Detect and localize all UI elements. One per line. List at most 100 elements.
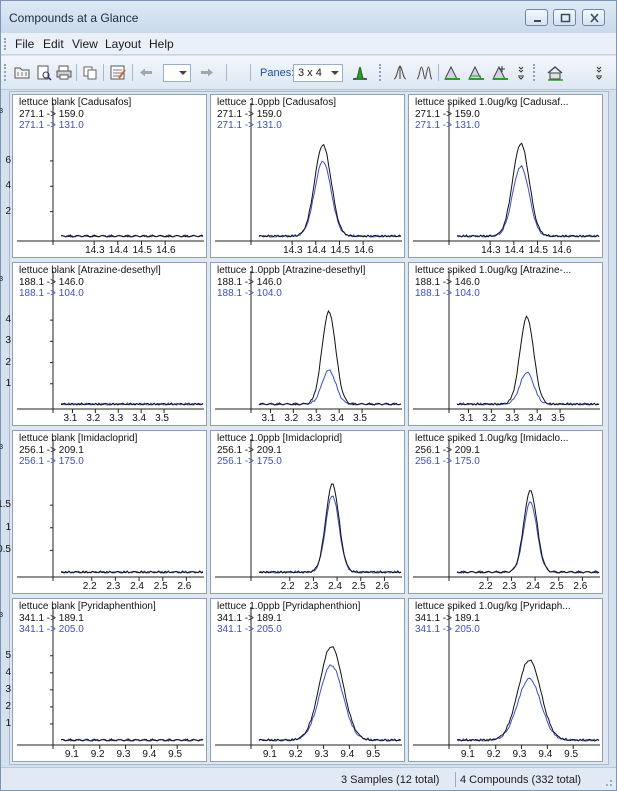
print-icon[interactable] <box>55 64 73 81</box>
back-arrow-icon[interactable] <box>137 64 155 81</box>
x-tick-label: 14.4 <box>306 245 327 256</box>
y-tick-label: 4 <box>5 180 11 192</box>
close-button[interactable] <box>582 9 605 26</box>
qualifier-transition: 271.1 -> 131.0 <box>19 120 84 131</box>
chromatogram-pane[interactable]: lettuce spiked 1.0ug/kg [Atrazine-... 188… <box>408 262 603 426</box>
quantifier-trace <box>61 234 204 238</box>
properties-icon[interactable] <box>109 64 127 81</box>
chromatogram-pane[interactable]: lettuce spiked 1.0ug/kg [Pyridaph... 341.… <box>408 598 603 762</box>
quantifier-transition: 341.1 -> 189.1 <box>19 613 84 624</box>
menu-grip[interactable] <box>4 38 6 50</box>
peak-icon[interactable] <box>351 64 369 81</box>
quantifier-trace <box>457 142 600 238</box>
x-tick-label: 3.2 <box>482 413 497 424</box>
resize-grip-icon[interactable] <box>603 777 613 787</box>
qualifier-trace <box>456 677 600 742</box>
peak-outline-icon[interactable] <box>415 64 433 81</box>
navigation-dropdown[interactable] <box>163 64 191 82</box>
menu-edit[interactable]: Edit <box>43 37 64 51</box>
copy-icon[interactable] <box>81 64 99 81</box>
maximize-button[interactable] <box>553 9 576 26</box>
x-tick-label: 3.4 <box>132 413 147 424</box>
toolbar-separator <box>250 64 251 81</box>
status-samples: 3 Samples (12 total) <box>341 774 440 786</box>
y-tick-label: 3 <box>5 683 11 695</box>
pane-title: lettuce spiked 1.0ug/kg [Cadusaf... <box>415 97 569 108</box>
quantifier-transition: 256.1 -> 209.1 <box>217 445 282 456</box>
toolbar-overflow-icon[interactable] <box>513 64 531 81</box>
minimize-button[interactable] <box>525 9 548 26</box>
integrate-peaks-icon[interactable] <box>491 64 509 81</box>
print-preview-icon[interactable] <box>35 64 53 81</box>
pane-title: lettuce spiked 1.0ug/kg [Pyridaph... <box>415 601 571 612</box>
qualifier-transition: 256.1 -> 175.0 <box>217 456 282 467</box>
quantifier-transition: 188.1 -> 146.0 <box>217 277 282 288</box>
x-tick-label: 9.4 <box>142 749 157 760</box>
chromatogram-pane[interactable]: lettuce blank [Cadusafos] 271.1 -> 159.0 2… <box>0 94 207 258</box>
y-tick-label: 4 <box>5 314 11 326</box>
quantifier-transition: 188.1 -> 146.0 <box>415 277 480 288</box>
x-tick-label: 2.6 <box>177 581 192 592</box>
y-tick-label: 4 <box>5 666 11 678</box>
chromatogram-pane[interactable]: lettuce 1.0ppb [Cadusafos] 271.1 -> 159.0… <box>210 94 405 258</box>
menu-view[interactable]: View <box>72 37 98 51</box>
overlay-peaks-icon[interactable] <box>443 64 461 81</box>
chromatogram-pane[interactable]: lettuce spiked 1.0ug/kg [Cadusaf... 271.1… <box>408 94 603 258</box>
x-tick-label: 3.4 <box>330 413 345 424</box>
qualifier-transition: 256.1 -> 175.0 <box>415 456 480 467</box>
toolbar-grip[interactable] <box>4 64 6 81</box>
y-tick-label: 1 <box>5 717 11 729</box>
x-tick-label: 3.1 <box>459 413 474 424</box>
quantifier-transition: 271.1 -> 159.0 <box>415 109 480 120</box>
chromatogram-pane[interactable]: lettuce blank [Atrazine-desethyl] 188.1 -… <box>0 262 207 426</box>
pane-title: lettuce blank [Cadusafos] <box>19 97 132 108</box>
menu-file[interactable]: File <box>15 37 35 51</box>
toolbar-separator <box>226 64 227 81</box>
y-tick-label: 2 <box>5 205 11 217</box>
chromatogram-pane[interactable]: lettuce 1.0ppb [Atrazine-desethyl] 188.1 … <box>210 262 405 426</box>
home-icon[interactable] <box>546 64 564 81</box>
chromatogram-plot <box>215 439 402 581</box>
panes-label: Panes: <box>260 67 295 79</box>
open-folder-icon[interactable] <box>13 64 31 81</box>
y-scale-exponent: 3 <box>0 612 4 619</box>
chromatogram-pane[interactable]: lettuce spiked 1.0ug/kg [Imidaclo... 256.… <box>408 430 603 594</box>
x-tick-label: 14.5 <box>528 245 548 256</box>
chromatogram-plot <box>17 103 204 245</box>
y-scale-exponent: 3 <box>0 444 4 451</box>
y-scale-exponent: 3 <box>0 108 4 115</box>
forward-arrow-icon[interactable] <box>198 64 216 81</box>
x-tick-label: 2.4 <box>328 581 342 592</box>
peak-outline-icon[interactable] <box>391 64 409 81</box>
menu-help[interactable]: Help <box>149 37 174 51</box>
pane-title: lettuce blank [Imidacloprid] <box>19 433 138 444</box>
panes-select[interactable]: 3 x 4 <box>293 64 343 82</box>
pane-title: lettuce spiked 1.0ug/kg [Imidaclo... <box>415 433 569 444</box>
x-tick-label: 14.3 <box>481 245 501 256</box>
y-tick-label: 3 <box>5 335 11 347</box>
qualifier-trace <box>258 369 402 406</box>
chromatogram-pane[interactable]: lettuce 1.0ppb [Pyridaphenthion] 341.1 ->… <box>210 598 405 762</box>
x-tick-label: 9.1 <box>64 749 79 760</box>
chromatogram-pane[interactable]: lettuce blank [Imidacloprid] 256.1 -> 209… <box>0 430 207 594</box>
y-scale-label: x103 <box>0 108 3 120</box>
quantifier-transition: 341.1 -> 189.1 <box>217 613 282 624</box>
chromatogram-pane[interactable]: lettuce 1.0ppb [Imidacloprid] 256.1 -> 20… <box>210 430 405 594</box>
chromatogram-grid: lettuce blank [Cadusafos] 271.1 -> 159.0 2… <box>0 91 609 765</box>
menu-layout[interactable]: Layout <box>105 37 142 51</box>
y-tick-label: 6 <box>5 154 11 166</box>
quantifier-trace <box>258 646 402 742</box>
toolbar-grip[interactable] <box>379 64 381 81</box>
y-tick-label: 2 <box>5 356 11 368</box>
panes-select-value: 3 x 4 <box>298 67 322 79</box>
pane-title: lettuce blank [Pyridaphenthion] <box>19 601 156 612</box>
toolbar-separator <box>438 64 439 81</box>
x-tick-label: 9.1 <box>262 749 277 760</box>
toolbar-overflow-icon[interactable] <box>593 64 611 81</box>
stacked-peaks-icon[interactable] <box>467 64 485 81</box>
toolbar-grip[interactable] <box>533 64 535 81</box>
chromatogram-pane[interactable]: lettuce blank [Pyridaphenthion] 341.1 -> … <box>0 598 207 762</box>
status-separator <box>455 772 456 787</box>
chromatogram-plot <box>215 271 402 413</box>
chromatogram-plot <box>17 439 204 581</box>
